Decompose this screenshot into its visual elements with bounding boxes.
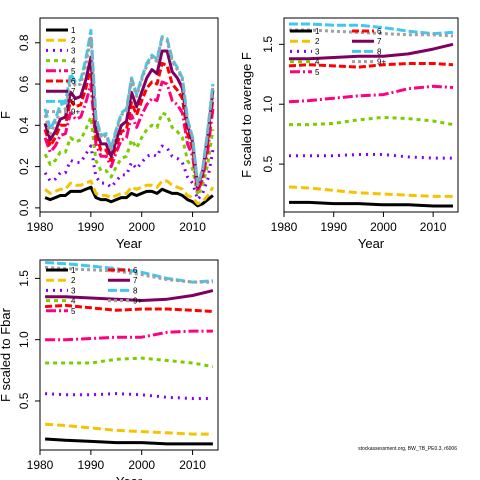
legend-label: 8 <box>71 97 76 106</box>
legend-label: 1 <box>71 26 76 35</box>
y-axis-label: F <box>0 111 13 119</box>
y-tick-label: 0.0 <box>17 199 31 216</box>
x-tick-label: 1990 <box>320 220 347 234</box>
series-line-4 <box>289 115 454 127</box>
legend-label: 1 <box>315 27 320 36</box>
y-tick-label: 1.5 <box>17 270 31 287</box>
y-tick-label: 1.0 <box>17 331 31 348</box>
y-tick-label: 1.0 <box>261 96 275 113</box>
series-line-2 <box>44 179 215 206</box>
series-line-2 <box>45 422 213 436</box>
x-tick-label: 2010 <box>179 220 206 234</box>
legend-label: 7 <box>377 37 382 46</box>
legend-label: 3 <box>315 47 320 56</box>
y-tick-label: 0.5 <box>261 155 275 172</box>
panel-f: 1980 1990 2000 2010 0.0 0.2 0.4 0.6 0.8 Year F 123 4… <box>0 17 219 251</box>
series-line-5 <box>45 329 213 342</box>
legend-label: 9+ <box>377 58 386 67</box>
legend-label: 8 <box>133 286 138 295</box>
legend-label: 7 <box>71 87 76 96</box>
x-tick-label: 1980 <box>27 220 54 234</box>
legend-label: 1 <box>71 266 76 275</box>
legend-label: 5 <box>71 67 76 76</box>
legend-label: 6 <box>71 77 76 86</box>
x-tick-label: 1980 <box>27 458 54 472</box>
y-tick-label: 0.5 <box>17 392 31 409</box>
series-line-5 <box>288 84 454 104</box>
legend-label: 5 <box>71 307 76 316</box>
footnote: stockassessment.org, BW_TB_PE0.3, r6006 <box>358 446 457 452</box>
x-tick-label: 1990 <box>78 458 105 472</box>
plot-frame <box>283 17 459 213</box>
series-line-6 <box>288 62 454 69</box>
series-line-3 <box>289 153 453 160</box>
series-line-1 <box>45 437 213 446</box>
y-tick-label: 0.8 <box>17 34 31 51</box>
series-line-3 <box>45 392 213 400</box>
x-tick-label: 2010 <box>420 220 447 234</box>
series-line-5 <box>43 80 215 193</box>
series-line-4 <box>43 111 215 197</box>
legend-label: 9+ <box>71 108 80 117</box>
x-axis-label: Year <box>358 236 385 251</box>
y-tick-label: 0.6 <box>17 75 31 92</box>
series-line-2 <box>288 185 453 198</box>
legend-label: 2 <box>71 36 76 45</box>
series-line-6 <box>45 303 213 313</box>
x-tick-label: 2000 <box>370 220 397 234</box>
y-tick-label: 0.4 <box>17 117 31 134</box>
series-line-9plus <box>289 28 454 38</box>
series-line-1 <box>289 200 453 208</box>
panel-f-scaled-average: 1980 1990 2000 2010 0.5 1.0 1.5 Year F scaled to… <box>239 17 459 251</box>
legend-label: 9+ <box>133 297 142 306</box>
legend-label: 4 <box>71 57 76 66</box>
x-axis-label: Year <box>116 236 143 251</box>
x-axis-label: Year <box>116 474 143 480</box>
legend-label: 6 <box>133 266 138 275</box>
legend-label: 4 <box>71 297 76 306</box>
plot-frame <box>39 17 219 213</box>
series-line-1 <box>44 185 214 208</box>
legend-label: 7 <box>133 276 138 285</box>
x-tick-label: 1980 <box>271 220 298 234</box>
x-tick-label: 2000 <box>128 458 155 472</box>
series-line-4 <box>45 356 214 369</box>
legend-label: 3 <box>71 46 76 55</box>
y-axis-label: F scaled to average F <box>239 52 254 178</box>
legend-label: 8 <box>377 47 382 56</box>
legend-label: 2 <box>71 276 76 285</box>
series-line-3 <box>43 144 215 202</box>
series-line-9plus <box>45 265 213 284</box>
x-tick-label: 1990 <box>78 220 105 234</box>
legend-label: 3 <box>71 286 76 295</box>
x-tick-label: 2000 <box>128 220 155 234</box>
series-line-7 <box>289 42 454 61</box>
legend-label: 6 <box>377 27 382 36</box>
panel-f-scaled-fbar: 1980 1990 2000 2010 0.5 1.0 1.5 Year F scaled to… <box>0 259 219 480</box>
y-tick-label: 1.5 <box>261 36 275 53</box>
y-axis-label: F scaled to Fbar <box>0 307 13 402</box>
legend-label: 2 <box>315 37 320 46</box>
x-tick-label: 2010 <box>179 458 206 472</box>
y-tick-label: 0.2 <box>17 158 31 175</box>
plot-frame <box>39 259 219 451</box>
legend-label: 4 <box>315 58 320 67</box>
series-line-8 <box>289 22 454 36</box>
legend-label: 5 <box>315 68 320 77</box>
